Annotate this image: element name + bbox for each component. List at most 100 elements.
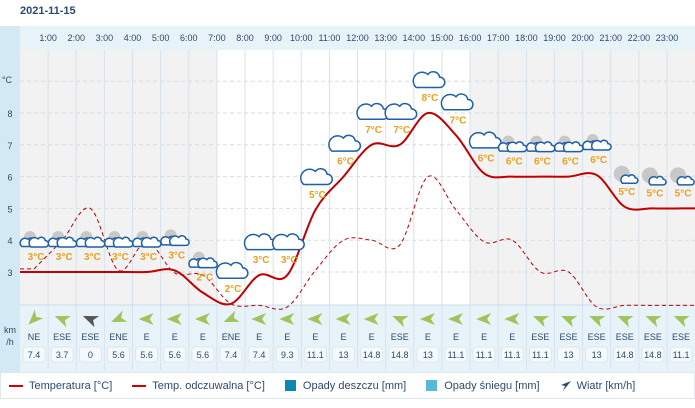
wind-arrow-shape	[504, 313, 520, 325]
hour-label: 13:00	[374, 33, 397, 43]
wind-direction: ESE	[644, 332, 662, 342]
cloud-icon	[384, 102, 418, 121]
wind-arrow-icon	[82, 315, 100, 328]
cloud-shape	[197, 257, 218, 269]
legend-label: Temp. odczuwalna [°C]	[152, 379, 265, 392]
hour-label: 9:00	[264, 33, 282, 43]
legend-square-marker	[426, 380, 438, 391]
cloud-shape	[412, 71, 446, 89]
hour-label: 23:00	[656, 33, 679, 43]
wind-speed: 5.6	[140, 350, 153, 360]
wind-arrow-shape	[476, 313, 492, 325]
wind-arrow-icon	[223, 310, 240, 323]
wind-direction: E	[256, 332, 262, 342]
hour-label: 12:00	[346, 33, 369, 43]
wind-arrow-icon	[111, 310, 128, 323]
moon-cloud-icon	[103, 231, 134, 248]
y-tick-label: 5	[7, 204, 12, 214]
y-tick-label: 4	[7, 236, 12, 246]
moon-cloud-icon	[641, 167, 667, 186]
temperature-label: 6°C	[478, 153, 495, 164]
wind-arrow-icon	[166, 313, 182, 325]
wind-speed: 7.4	[225, 350, 238, 360]
wind-speed-box	[219, 346, 243, 363]
wind-direction: E	[340, 332, 346, 342]
temperature-label: 6°C	[562, 157, 579, 168]
legend-feels-like[interactable]: Temp. odczuwalna [°C]	[132, 380, 265, 392]
wind-speed-box	[163, 346, 187, 363]
wind-speed: 11.1	[504, 350, 521, 360]
wind-direction: ESE	[560, 332, 578, 342]
wind-speed: 13	[592, 350, 602, 360]
wind-speed: 14.8	[363, 350, 381, 360]
wind-arrow-icon	[138, 313, 154, 325]
cloud-icon	[440, 93, 474, 111]
y-tick-label: 7	[7, 141, 12, 151]
hour-label: 19:00	[543, 33, 566, 43]
wind-speed: 13	[338, 350, 348, 360]
hour-label: 22:00	[628, 33, 651, 43]
wind-arrow-shape	[138, 313, 154, 325]
wind-arrow-icon	[335, 313, 351, 325]
legend-rain[interactable]: Opady deszczu [mm]	[284, 380, 406, 392]
hour-label: 6:00	[180, 33, 198, 43]
wind-direction: ESE	[531, 332, 549, 342]
wind-speed-box	[472, 346, 496, 363]
wind-arrow-shape	[589, 315, 606, 328]
cloud-shape	[676, 175, 695, 186]
wind-speed-box	[275, 346, 299, 363]
temperature-label: 3°C	[140, 252, 157, 263]
legend-square-marker	[284, 380, 296, 391]
wind-arrow-icon	[504, 313, 520, 325]
wind-speed-box	[557, 346, 581, 363]
legend-temperature[interactable]: Temperatura [°C]	[9, 380, 112, 392]
wind-arrow-shape	[533, 315, 550, 328]
wind-speed: 3.7	[56, 350, 69, 360]
legend-label: Wiatr [km/h]	[576, 379, 636, 392]
wind-direction: ESE	[391, 332, 409, 342]
legend-snow[interactable]: Opady śniegu [mm]	[426, 380, 540, 392]
temperature-label: 5°C	[675, 188, 692, 199]
wind-direction: ESE	[616, 332, 634, 342]
cloud-icon	[271, 233, 305, 251]
temperature-label: 3°C	[84, 252, 101, 263]
cloud-shape	[440, 93, 474, 111]
wind-arrow-icon	[28, 309, 44, 325]
y-axis-unit: °C	[2, 75, 13, 85]
temperature-label: 8°C	[421, 93, 438, 104]
wind-speed: 14.8	[644, 350, 662, 360]
wind-speed-box	[22, 346, 46, 363]
temperature-label: 7°C	[393, 125, 410, 136]
wind-unit-label: /h	[6, 337, 14, 347]
wind-speed-box	[416, 346, 440, 363]
legend-label: Temperatura [°C]	[29, 379, 113, 392]
wind-direction: E	[425, 332, 431, 342]
hour-label: 17:00	[487, 33, 510, 43]
temperature-label: 2°C	[196, 273, 213, 284]
cloud-shape	[271, 233, 305, 251]
wind-arrow-shape	[673, 315, 690, 328]
temperature-label: 6°C	[534, 157, 551, 168]
y-tick-label: 8	[7, 109, 12, 119]
legend-wind[interactable]: Wiatr [km/h]	[560, 379, 636, 392]
hour-label: 16:00	[459, 33, 482, 43]
wind-speed-box	[388, 346, 412, 363]
wind-arrow-icon	[363, 313, 379, 325]
wind-speed-box	[360, 346, 384, 363]
temperature-line	[20, 111, 695, 306]
wind-arrow-shape	[363, 313, 379, 325]
temperature-label: 3°C	[112, 252, 129, 263]
hour-label: 21:00	[599, 33, 622, 43]
legend: Temperatura [°C] Temp. odczuwalna [°C] O…	[0, 372, 695, 399]
hour-label: 8:00	[236, 33, 254, 43]
wind-speed: 7.4	[28, 350, 41, 360]
wind-arrow-icon	[419, 313, 435, 325]
wind-speed: 0	[88, 350, 93, 360]
wind-direction: ESE	[53, 332, 71, 342]
temperature-label: 2°C	[225, 284, 242, 295]
moon-cloud-icon	[160, 229, 190, 247]
wind-direction: NE	[28, 332, 41, 342]
weather-chart: 1:00 2:00 3:00 4:00 5:00 6:00 7:00 8:00 9:00 10:0…	[0, 26, 695, 372]
hour-label: 11:00	[319, 33, 341, 43]
cloud-shape	[215, 261, 249, 280]
